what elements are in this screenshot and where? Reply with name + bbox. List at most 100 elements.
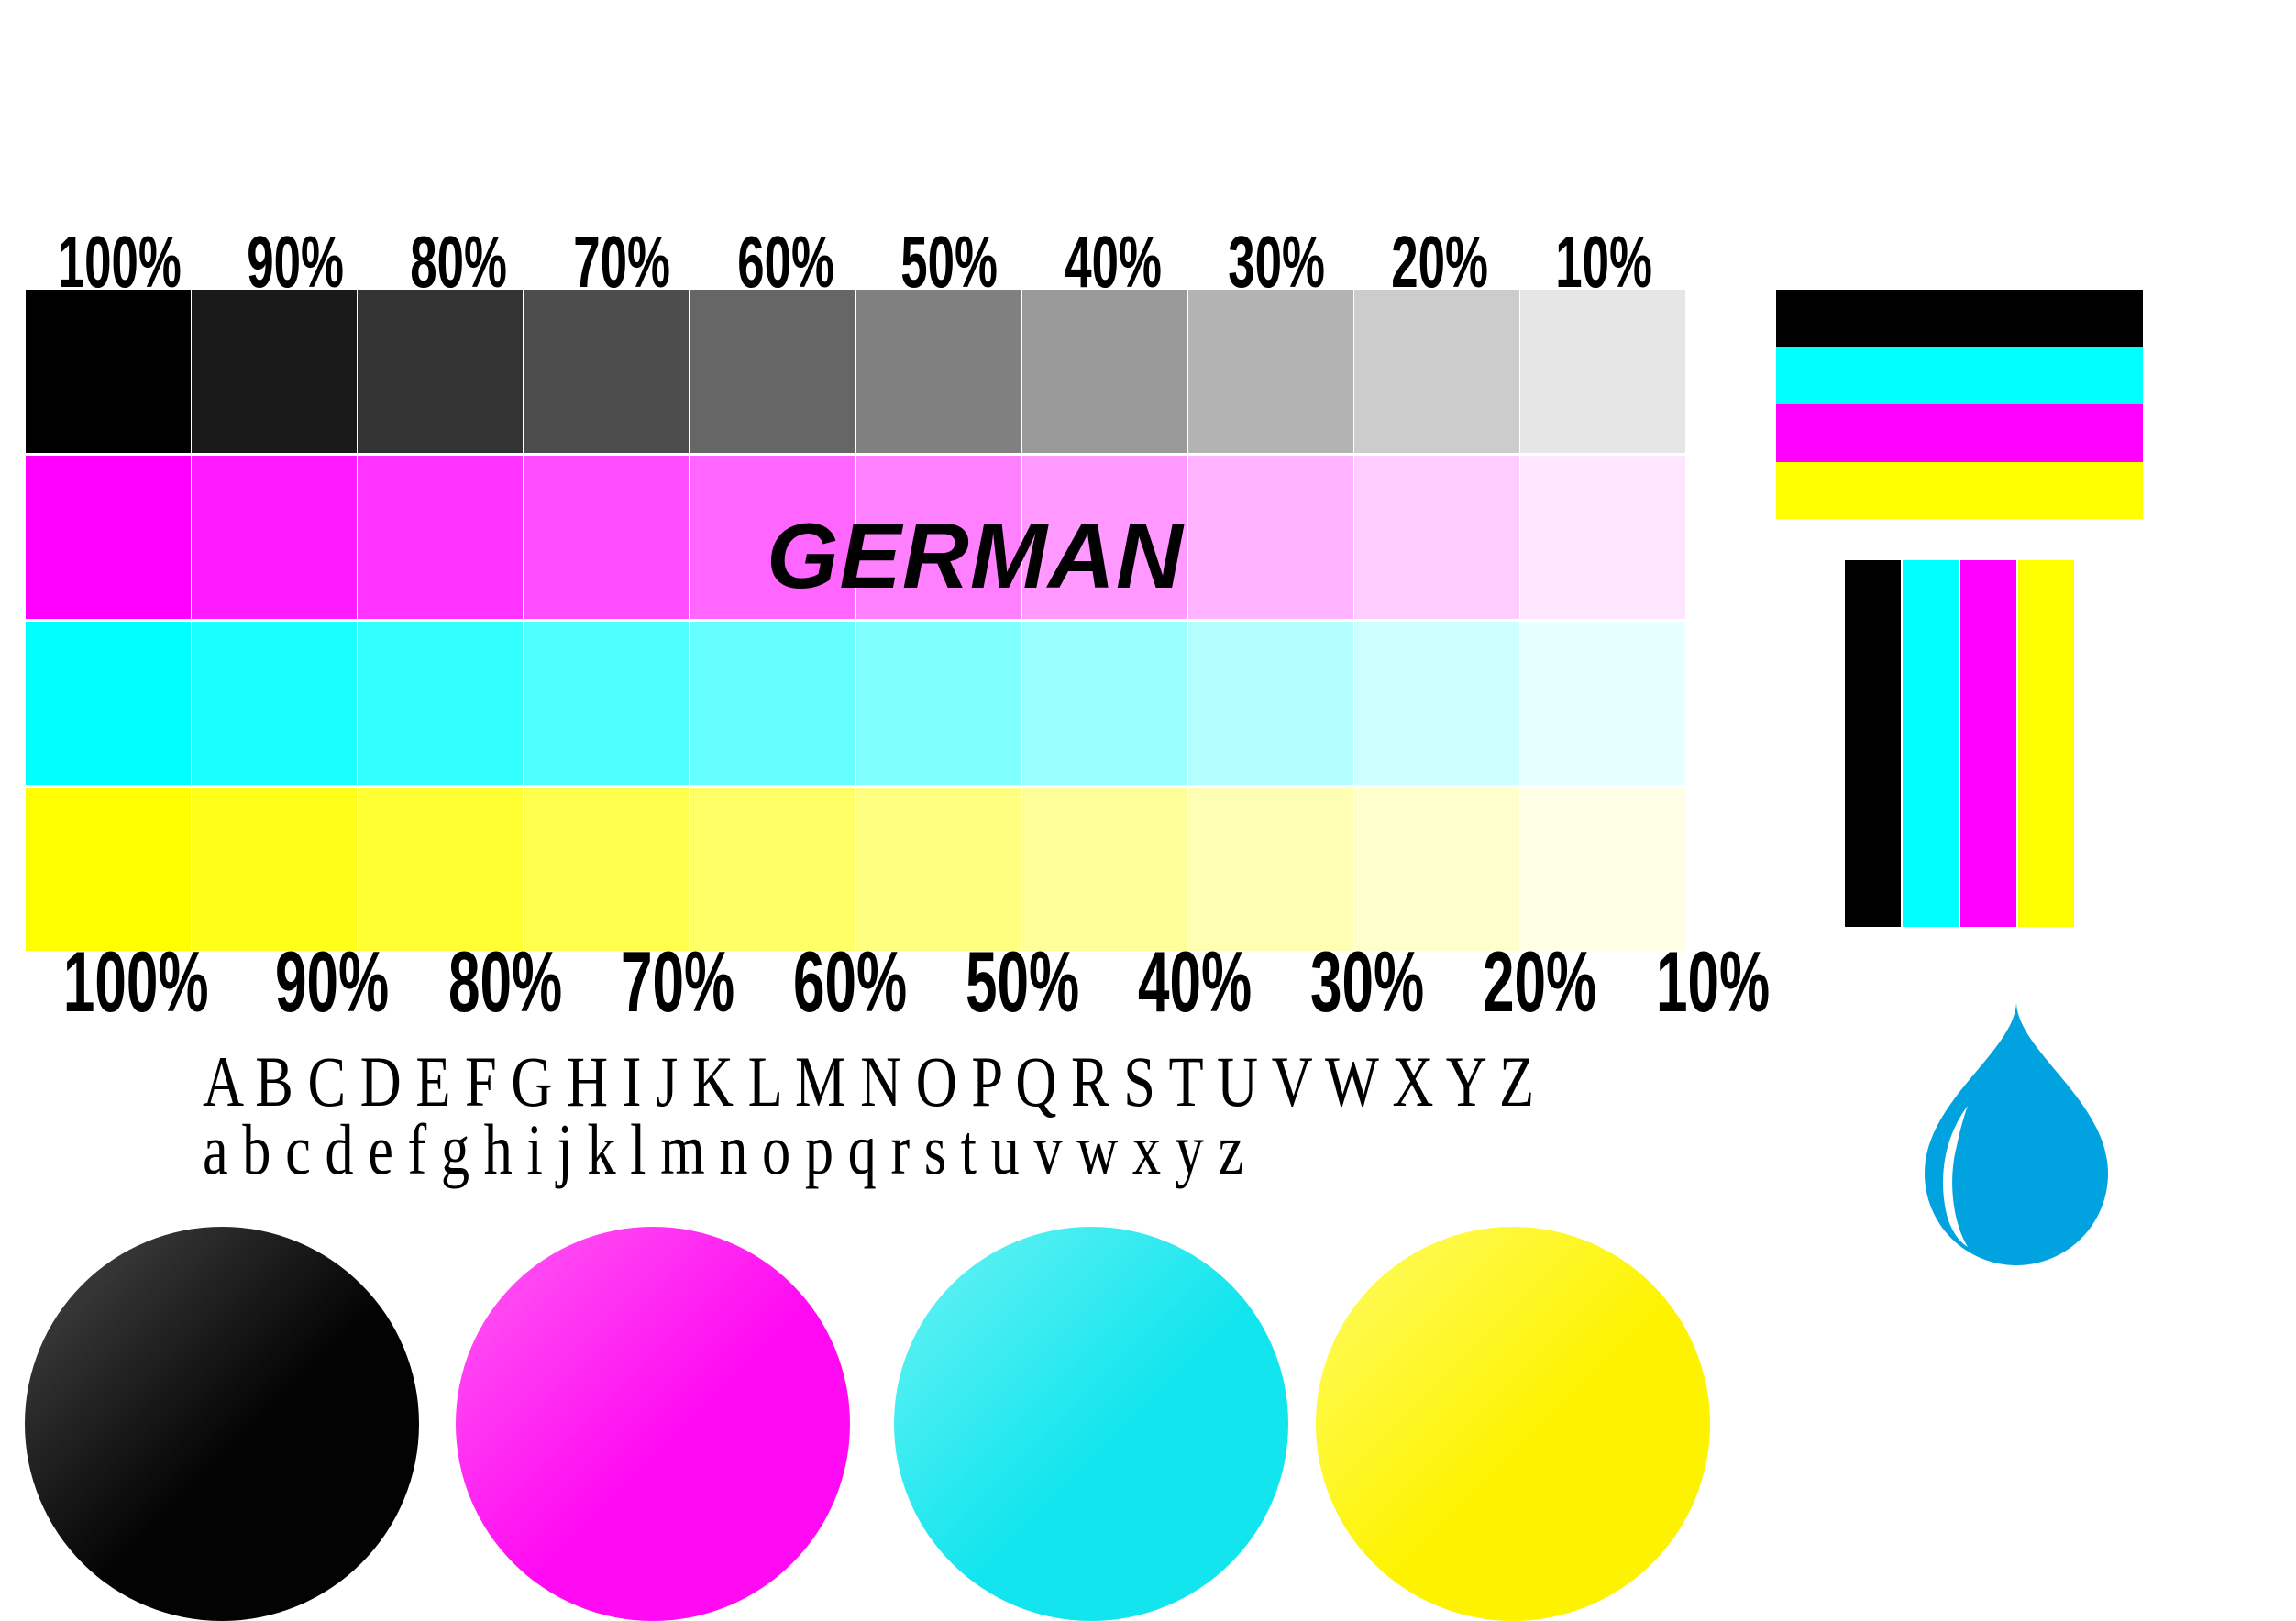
tint-cell-cyan-80 <box>358 622 524 785</box>
vertical-ink-bars <box>1845 560 2074 927</box>
ink-bar-magenta <box>1960 560 2016 927</box>
tint-cell-cyan-100 <box>26 622 192 785</box>
tint-grid <box>26 290 1685 951</box>
flag-stripe-black <box>1776 290 2143 347</box>
flag-stripe-cyan <box>1776 347 2143 404</box>
tint-cell-yellow-20 <box>1353 788 1519 951</box>
percent-label: 50% <box>965 933 1080 1030</box>
tint-cell-magenta-10 <box>1519 456 1685 619</box>
tint-cell-cyan-50 <box>855 622 1021 785</box>
tint-cell-yellow-60 <box>690 788 855 951</box>
percent-label: 10% <box>1655 933 1770 1030</box>
tint-cell-cyan-20 <box>1353 622 1519 785</box>
tint-cell-cyan-90 <box>192 622 358 785</box>
alphabet-lowercase: a b c d e f g h i j k l m n o p q r s t … <box>203 1109 1244 1189</box>
percent-label-cell: 100% <box>26 939 246 1025</box>
tint-cell-black-30 <box>1187 290 1353 453</box>
ink-drop-highlight <box>1943 1106 1968 1247</box>
percent-label: 80% <box>447 933 562 1030</box>
percent-label-cell: 60% <box>764 939 936 1025</box>
tint-cell-black-40 <box>1021 290 1187 453</box>
percent-label-cell: 50% <box>936 939 1109 1025</box>
alphabet-uppercase: A B C D E F G H I J K L M N O P Q R S T … <box>203 1042 1535 1121</box>
ink-bar-yellow <box>2018 560 2074 927</box>
percent-label: 70% <box>620 933 734 1030</box>
percent-label: 20% <box>1483 933 1597 1030</box>
percent-label: 60% <box>737 221 834 303</box>
tint-cell-magenta-60 <box>690 456 855 619</box>
percent-label: 50% <box>900 221 999 303</box>
page-title: GERMAN <box>767 505 1184 608</box>
tint-cell-magenta-50 <box>855 456 1021 619</box>
tint-cell-magenta-20 <box>1353 456 1519 619</box>
percent-label: 40% <box>1138 933 1253 1030</box>
tint-cell-magenta-80 <box>358 456 524 619</box>
alphabet-specimen: A B C D E F G H I J K L M N O P Q R S T … <box>203 1042 1535 1189</box>
tint-cell-cyan-40 <box>1021 622 1187 785</box>
tint-cell-yellow-30 <box>1187 788 1353 951</box>
tint-cell-yellow-80 <box>358 788 524 951</box>
ink-circle-magenta <box>456 1227 850 1621</box>
percent-label-cell: 80% <box>419 939 591 1025</box>
tint-cell-yellow-40 <box>1021 788 1187 951</box>
tint-cell-magenta-100 <box>26 456 192 619</box>
ink-circle-cyan <box>894 1227 1288 1621</box>
percent-label-cell: 60% <box>704 226 867 299</box>
percent-label-cell: 90% <box>246 939 418 1025</box>
cmyk-flag <box>1776 290 2143 519</box>
percent-label-cell: 10% <box>1522 226 1685 299</box>
tint-cell-yellow-10 <box>1519 788 1685 951</box>
percent-label: 70% <box>573 221 671 303</box>
tint-cell-magenta-40 <box>1021 456 1187 619</box>
tint-cell-cyan-70 <box>524 622 690 785</box>
percent-label: 100% <box>57 221 182 303</box>
ink-circles <box>0 1227 2296 1621</box>
percent-label: 60% <box>792 933 908 1030</box>
tint-cell-black-100 <box>26 290 192 453</box>
percent-label: 30% <box>1310 933 1425 1030</box>
percent-label: 30% <box>1228 221 1325 303</box>
tint-cell-magenta-30 <box>1187 456 1353 619</box>
ink-circle-yellow <box>1316 1227 1710 1621</box>
tint-cell-yellow-50 <box>855 788 1021 951</box>
tint-cell-yellow-100 <box>26 788 192 951</box>
flag-stripe-magenta <box>1776 404 2143 462</box>
percent-label: 100% <box>62 933 209 1030</box>
ink-circle-black <box>25 1227 419 1621</box>
percent-label: 20% <box>1391 221 1489 303</box>
ink-bar-cyan <box>1903 560 1959 927</box>
percent-label-cell: 20% <box>1453 939 1626 1025</box>
percent-label: 10% <box>1554 221 1652 303</box>
tint-cell-black-10 <box>1519 290 1685 453</box>
tint-cell-black-80 <box>358 290 524 453</box>
tint-cell-yellow-90 <box>192 788 358 951</box>
percent-label-cell: 50% <box>867 226 1031 299</box>
flag-stripe-yellow <box>1776 461 2143 519</box>
ink-drop-shape <box>1925 1001 2108 1265</box>
tint-cell-cyan-60 <box>690 622 855 785</box>
percent-label-cell: 20% <box>1358 226 1521 299</box>
percent-label-cell: 10% <box>1627 939 1799 1025</box>
tint-cell-black-20 <box>1353 290 1519 453</box>
percent-label: 90% <box>275 933 390 1030</box>
percent-label-cell: 100% <box>26 226 214 299</box>
percent-label-cell: 80% <box>377 226 540 299</box>
percent-label: 40% <box>1064 221 1162 303</box>
percent-label: 90% <box>246 221 344 303</box>
tint-cell-black-70 <box>524 290 690 453</box>
ink-bar-black <box>1845 560 1901 927</box>
percent-label-cell: 90% <box>214 226 377 299</box>
tint-cell-magenta-70 <box>524 456 690 619</box>
tint-cell-black-60 <box>690 290 855 453</box>
percent-labels-bottom: 100% 90% 80% 70% 60% 50% 40% 30% 20% 10% <box>26 933 1770 1030</box>
ink-drop-icon <box>1925 1001 2108 1265</box>
percent-label-cell: 30% <box>1195 226 1358 299</box>
tint-cell-black-90 <box>192 290 358 453</box>
percent-label-cell: 70% <box>591 939 764 1025</box>
tint-cell-magenta-90 <box>192 456 358 619</box>
percent-label: 80% <box>410 221 508 303</box>
percent-label-cell: 70% <box>540 226 703 299</box>
tint-cell-black-50 <box>855 290 1021 453</box>
percent-label-cell: 40% <box>1031 226 1194 299</box>
tint-cell-cyan-30 <box>1187 622 1353 785</box>
